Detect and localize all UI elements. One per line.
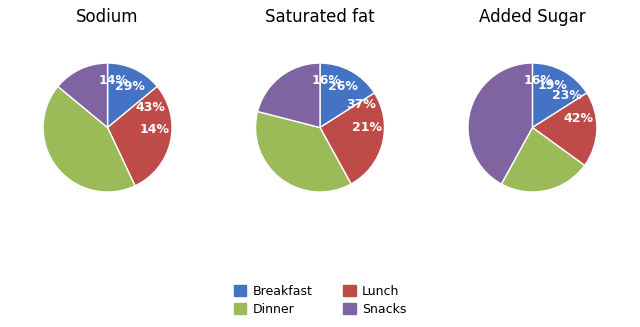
Wedge shape <box>532 93 597 165</box>
Wedge shape <box>532 63 587 128</box>
Text: 37%: 37% <box>346 98 376 111</box>
Text: 16%: 16% <box>312 75 342 87</box>
Text: 19%: 19% <box>538 78 568 92</box>
Text: 42%: 42% <box>564 112 594 125</box>
Wedge shape <box>255 112 351 192</box>
Wedge shape <box>320 63 374 128</box>
Text: 16%: 16% <box>524 75 554 87</box>
Title: Sodium: Sodium <box>76 8 139 26</box>
Legend: Breakfast, Dinner, Lunch, Snacks: Breakfast, Dinner, Lunch, Snacks <box>228 280 412 321</box>
Wedge shape <box>58 63 108 128</box>
Wedge shape <box>108 63 157 128</box>
Text: 26%: 26% <box>328 80 358 93</box>
Text: 21%: 21% <box>352 121 382 134</box>
Text: 29%: 29% <box>115 80 145 93</box>
Text: 43%: 43% <box>135 101 165 114</box>
Title: Added Sugar: Added Sugar <box>479 8 586 26</box>
Wedge shape <box>468 63 532 184</box>
Wedge shape <box>43 86 135 192</box>
Wedge shape <box>320 93 385 184</box>
Text: 23%: 23% <box>552 89 582 102</box>
Wedge shape <box>257 63 320 128</box>
Title: Saturated fat: Saturated fat <box>265 8 375 26</box>
Wedge shape <box>108 86 172 186</box>
Text: 14%: 14% <box>140 124 170 136</box>
Wedge shape <box>501 128 584 192</box>
Text: 14%: 14% <box>99 74 128 87</box>
